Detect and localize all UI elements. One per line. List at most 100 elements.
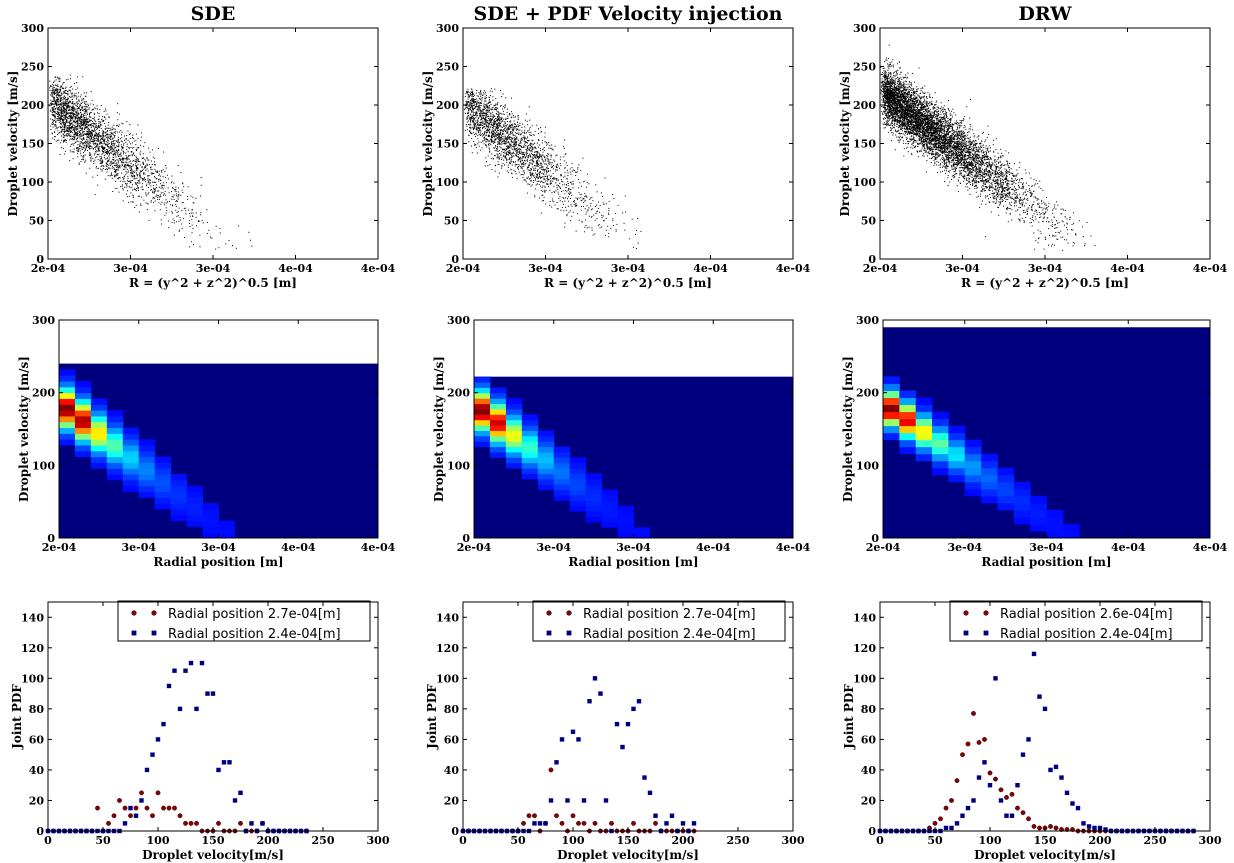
scatter-point (530, 149, 532, 151)
scatter-point (53, 120, 55, 122)
scatter-point (63, 117, 65, 119)
scatter-point (537, 128, 539, 130)
scatter-point (492, 134, 494, 136)
scatter-point (534, 178, 536, 180)
scatter-point (62, 87, 64, 89)
scatter-point (70, 113, 72, 115)
scatter-point (148, 219, 150, 221)
scatter-point (82, 106, 84, 108)
scatter-point (536, 163, 538, 165)
scatter-point (502, 140, 504, 142)
scatter-point (496, 127, 498, 129)
scatter-point (501, 118, 503, 120)
scatter-point (146, 183, 148, 185)
scatter-point (69, 112, 71, 114)
scatter-point (504, 104, 506, 106)
scatter-point (482, 133, 484, 135)
scatter-point (521, 137, 523, 139)
scatter-point (81, 118, 83, 120)
scatter-point (491, 129, 493, 131)
scatter-point (153, 189, 155, 191)
scatter-point (499, 119, 501, 121)
scatter-point (547, 158, 549, 160)
scatter-point (553, 185, 555, 187)
scatter-point (160, 171, 162, 173)
scatter-point (110, 141, 112, 143)
scatter-point (542, 176, 544, 178)
scatter-point (75, 141, 77, 143)
scatter-point (613, 198, 615, 200)
scatter-point (59, 90, 61, 92)
scatter-point (77, 112, 79, 114)
scatter-point (94, 151, 96, 153)
scatter-point (79, 108, 81, 110)
scatter-point (468, 118, 470, 120)
scatter-point (55, 125, 57, 127)
scatter-point (927, 124, 929, 126)
scatter-point (66, 112, 68, 114)
scatter-point (529, 173, 531, 175)
scatter-point (87, 136, 89, 138)
scatter-point (586, 205, 588, 207)
scatter-point (958, 164, 960, 166)
scatter-point (492, 133, 494, 135)
scatter-point (127, 130, 129, 132)
scatter-point (73, 93, 75, 95)
scatter-point (536, 173, 538, 175)
scatter-point (71, 123, 73, 125)
scatter-point (64, 114, 66, 116)
scatter-point (59, 101, 61, 103)
scatter-point (530, 156, 532, 158)
scatter-point (133, 152, 135, 154)
scatter-point (62, 128, 64, 130)
scatter-point (485, 141, 487, 143)
scatter-point (497, 107, 499, 109)
scatter-point (521, 166, 523, 168)
scatter-point (83, 142, 85, 144)
scatter-point (191, 219, 193, 221)
scatter-point (507, 141, 509, 143)
scatter-point (128, 195, 130, 197)
scatter-point (506, 161, 508, 163)
scatter-point (510, 161, 512, 163)
scatter-point (68, 112, 70, 114)
scatter-point (530, 142, 532, 144)
scatter-point (154, 188, 156, 190)
scatter-point (476, 89, 478, 91)
scatter-point (472, 102, 474, 104)
scatter-point (573, 203, 575, 205)
scatter-point (472, 96, 474, 98)
scatter-point (514, 139, 516, 141)
scatter-point (527, 156, 529, 158)
scatter-point (550, 164, 552, 166)
scatter-point (561, 180, 563, 182)
scatter-point (90, 119, 92, 121)
scatter-point (472, 118, 474, 120)
scatter-point (499, 112, 501, 114)
scatter-point (487, 139, 489, 141)
scatter-point (235, 247, 237, 249)
scatter-point (497, 130, 499, 132)
scatter-point (476, 121, 478, 123)
scatter-point (469, 131, 471, 133)
scatter-point (509, 144, 511, 146)
scatter-point (99, 140, 101, 142)
scatter-point (554, 191, 556, 193)
scatter-point (474, 107, 476, 109)
scatter-point (96, 154, 98, 156)
scatter-point (112, 158, 114, 160)
scatter-point (554, 177, 556, 179)
scatter-point (498, 133, 500, 135)
scatter-point (150, 168, 152, 170)
scatter-point (119, 177, 121, 179)
scatter-point (115, 180, 117, 182)
scatter-point (505, 151, 507, 153)
scatter-point (524, 179, 526, 181)
scatter-point (537, 177, 539, 179)
scatter-point (122, 123, 124, 125)
scatter-point (473, 107, 475, 109)
scatter-point (125, 155, 127, 157)
scatter-point (108, 116, 110, 118)
scatter-point (154, 200, 156, 202)
scatter-point (522, 161, 524, 163)
